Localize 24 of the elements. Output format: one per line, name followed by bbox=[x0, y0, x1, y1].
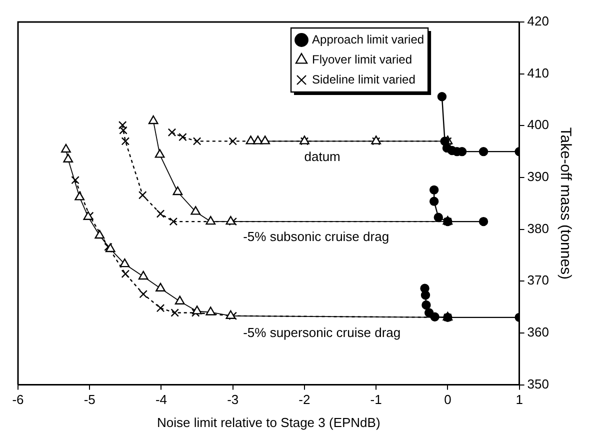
y-tick-label: 390 bbox=[527, 169, 550, 184]
y-axis-title: Take-off mass (tonnes) bbox=[556, 127, 574, 280]
y-tick-label: 420 bbox=[527, 14, 550, 29]
x-tick-label: -3 bbox=[227, 392, 239, 408]
y-tick-label: 400 bbox=[527, 117, 550, 132]
x-tick-label: -2 bbox=[298, 392, 310, 408]
x-axis-title: Noise limit relative to Stage 3 (EPNdB) bbox=[157, 414, 380, 430]
x-tick-label: -6 bbox=[12, 392, 24, 408]
x-tick-label: -1 bbox=[370, 392, 382, 408]
annotation: datum bbox=[304, 148, 340, 164]
annotation: -5% supersonic cruise drag bbox=[243, 325, 401, 340]
y-tick-label: 350 bbox=[527, 376, 550, 392]
y-tick-label: 380 bbox=[527, 220, 550, 236]
legend-label: Sideline limit varied bbox=[312, 72, 416, 86]
y-tick-label: 410 bbox=[527, 65, 550, 80]
x-tick-label: 0 bbox=[444, 392, 452, 408]
legend-label: Flyover limit varied bbox=[312, 52, 412, 66]
legend-label: Approach limit varied bbox=[312, 32, 424, 46]
y-tick-label: 360 bbox=[527, 324, 550, 340]
x-tick-label: -4 bbox=[155, 392, 168, 408]
x-tick-label: -5 bbox=[84, 392, 96, 408]
x-tick-label: 1 bbox=[516, 392, 523, 408]
annotation: -5% subsonic cruise drag bbox=[243, 229, 390, 244]
y-tick-label: 370 bbox=[527, 272, 550, 288]
